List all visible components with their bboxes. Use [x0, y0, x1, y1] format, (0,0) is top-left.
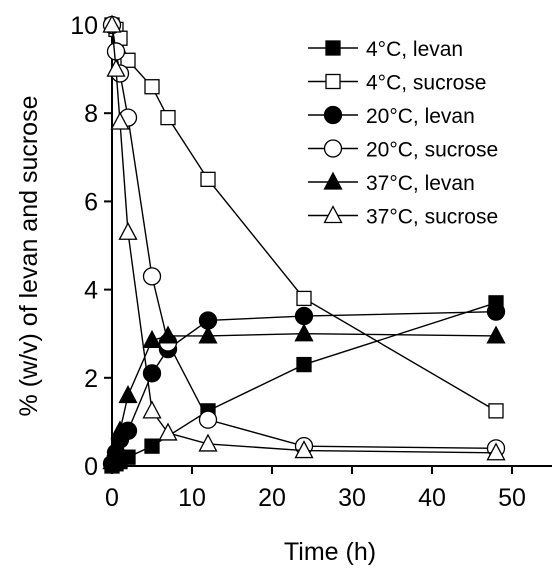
legend-marker	[325, 40, 341, 56]
series-5	[102, 14, 506, 461]
axes: 0 10 20 30 40 50 0 2 4 6 8 10	[70, 12, 552, 512]
x-tick-label: 0	[105, 484, 119, 512]
data-point	[102, 14, 122, 33]
x-tick-label: 10	[178, 484, 206, 512]
data-point	[142, 267, 162, 286]
legend-label: 37°C, sucrose	[366, 206, 498, 229]
x-tick-label: 20	[258, 484, 286, 512]
legend-label: 4°C, levan	[366, 38, 463, 61]
data-point	[110, 420, 130, 439]
legend-item: 20°C, levan	[308, 105, 475, 128]
data-point	[486, 302, 506, 321]
legend-label: 20°C, levan	[366, 105, 475, 128]
legend-item: 20°C, sucrose	[308, 139, 498, 162]
data-point	[102, 451, 122, 470]
data-point	[142, 329, 162, 348]
data-point	[488, 403, 504, 419]
legend-label: 4°C, sucrose	[366, 72, 486, 95]
data-point	[296, 290, 312, 307]
legend-marker	[325, 73, 341, 90]
legend-marker	[323, 205, 343, 224]
data-point	[106, 437, 126, 457]
series-4	[102, 323, 506, 470]
legend-marker	[323, 171, 343, 190]
legend: 4°C, levan 4°C, sucrose 20°C, levan 20°C, s…	[308, 38, 498, 229]
data-point	[118, 221, 138, 240]
legend-label: 20°C, sucrose	[366, 139, 498, 162]
y-tick-label: 8	[84, 100, 98, 128]
data-point	[486, 325, 506, 344]
x-tick-label: 50	[498, 484, 526, 512]
data-point	[120, 52, 136, 68]
data-point	[144, 438, 160, 454]
x-axis-title: Time (h)	[284, 538, 376, 566]
y-tick-label: 0	[84, 453, 98, 481]
data-point	[294, 306, 314, 326]
y-tick-label: 6	[84, 188, 98, 216]
data-point	[158, 325, 178, 344]
legend-item: 4°C, sucrose	[308, 72, 486, 95]
data-point	[198, 325, 218, 344]
data-point	[294, 323, 314, 342]
data-point	[198, 410, 218, 429]
legend-marker	[323, 105, 343, 125]
data-point	[118, 385, 138, 404]
data-point	[198, 433, 218, 452]
data-point	[110, 111, 130, 130]
data-point	[106, 58, 126, 77]
data-point	[144, 79, 160, 95]
legend-label: 37°C, levan	[366, 172, 475, 195]
x-tick-label: 40	[418, 484, 446, 512]
legend-item: 37°C, levan	[308, 171, 475, 195]
data-point	[158, 422, 178, 441]
data-point	[200, 171, 216, 188]
legend-item: 37°C, sucrose	[308, 205, 498, 229]
legend-item: 4°C, levan	[308, 38, 463, 61]
data-point	[296, 356, 312, 373]
data-point	[142, 400, 162, 419]
data-point	[106, 42, 126, 61]
series-group	[102, 14, 506, 474]
y-tick-label: 4	[84, 277, 98, 305]
data-point	[294, 440, 314, 459]
data-point	[486, 442, 506, 461]
y-tick-label: 2	[84, 365, 98, 393]
y-tick-label: 10	[70, 12, 98, 40]
y-axis-title: % (w/v) of levan and sucrose	[15, 96, 43, 417]
x-tick-label: 30	[338, 484, 366, 512]
data-point	[160, 109, 176, 126]
legend-marker	[323, 139, 343, 158]
